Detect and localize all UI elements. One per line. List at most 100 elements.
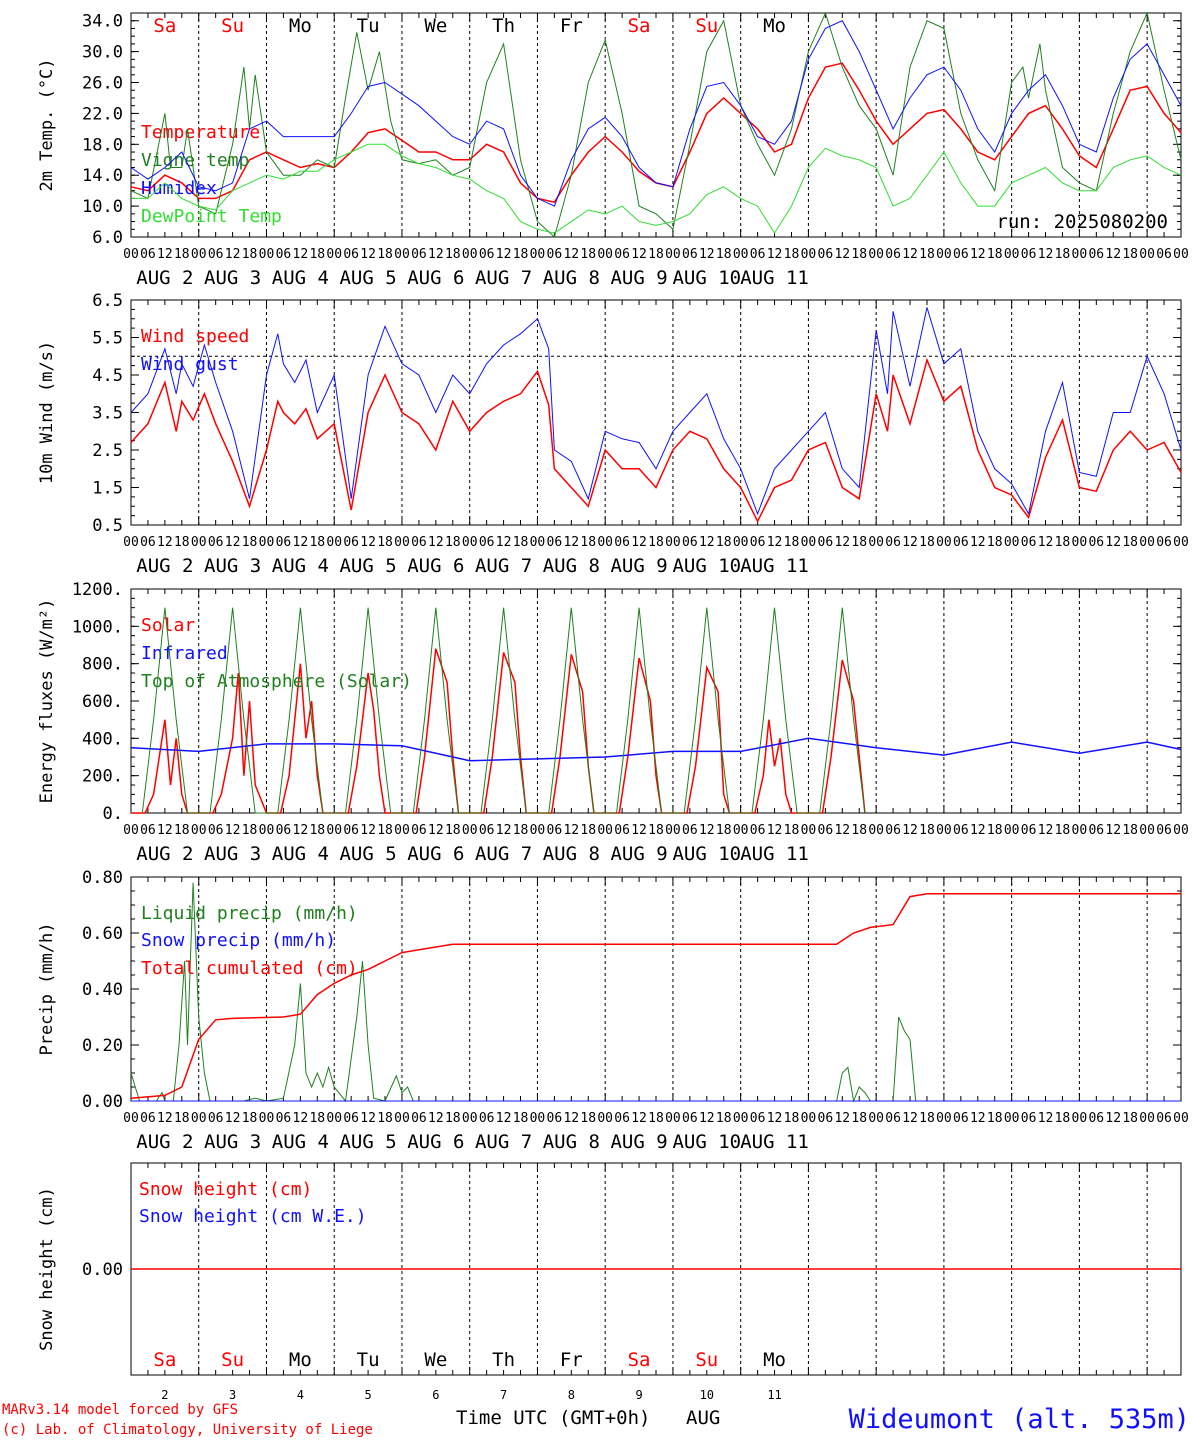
- y-tick-label: 400.: [82, 729, 123, 749]
- hour-label: 00: [1139, 247, 1155, 262]
- hour-label: 12: [1038, 1111, 1054, 1126]
- hour-label: 00: [665, 1111, 681, 1126]
- hour-label: 12: [1105, 247, 1121, 262]
- hour-label: 12: [1105, 823, 1121, 838]
- hour-label: 00: [597, 823, 613, 838]
- hour-label: 12: [970, 823, 986, 838]
- date-label: AUG 6: [407, 843, 464, 865]
- station-title: Wideumont (alt. 535m): [849, 1404, 1190, 1435]
- hour-label: 00: [259, 247, 275, 262]
- hour-label: 06: [411, 1111, 427, 1126]
- date-label: AUG 2: [136, 1131, 193, 1153]
- date-label: AUG 3: [204, 267, 261, 289]
- date-label: AUG 10: [672, 843, 741, 865]
- hour-label: 12: [834, 1111, 850, 1126]
- date-label: AUG 6: [407, 1131, 464, 1153]
- y-tick-label: 800.: [82, 655, 123, 675]
- y-tick-label: 2.5: [92, 441, 123, 461]
- hour-label: 18: [377, 823, 393, 838]
- hour-label: 06: [411, 823, 427, 838]
- date-label: AUG 4: [272, 267, 329, 289]
- hour-label: 00: [462, 823, 478, 838]
- hour-label: 06: [614, 247, 630, 262]
- hour-label: 00: [1004, 535, 1020, 550]
- date-label: AUG 9: [610, 1131, 667, 1153]
- y-tick-label: 3.5: [92, 404, 123, 424]
- hour-label: 06: [1021, 1111, 1037, 1126]
- hour-label: 12: [428, 247, 444, 262]
- hour-label: 06: [885, 1111, 901, 1126]
- hour-label: 00: [123, 823, 139, 838]
- hour-label: 12: [767, 535, 783, 550]
- day-number: 9: [635, 1388, 642, 1402]
- y-tick-label: 0.80: [82, 868, 123, 888]
- y-tick-label: 0.60: [82, 924, 123, 944]
- hour-label: 00: [1072, 823, 1088, 838]
- hour-label: 12: [1038, 823, 1054, 838]
- hour-label: 18: [784, 1111, 800, 1126]
- hour-label: 06: [682, 247, 698, 262]
- month-label: AUG: [686, 1407, 720, 1429]
- hour-label: 00: [1173, 1111, 1189, 1126]
- hour-label: 18: [716, 247, 732, 262]
- y-tick-label: 0.00: [82, 1260, 123, 1280]
- y-tick-label: 600.: [82, 692, 123, 712]
- hour-label: 18: [513, 247, 529, 262]
- y-tick-label: 200.: [82, 767, 123, 787]
- hour-label: 12: [225, 535, 241, 550]
- y-tick-label: 0.00: [82, 1092, 123, 1112]
- day-name-bottom: Mo: [763, 1349, 786, 1371]
- hour-label: 18: [784, 535, 800, 550]
- hour-label: 00: [1139, 1111, 1155, 1126]
- hour-label: 06: [750, 535, 766, 550]
- hour-label: 00: [462, 1111, 478, 1126]
- hour-label: 00: [1139, 823, 1155, 838]
- panel-4: 0.00 0.20 0.40 0.60 0.80 Precip (mm/h) Liquid …: [37, 868, 1189, 1153]
- day-name-bottom: Mo: [289, 1349, 312, 1371]
- hour-label: 00: [530, 247, 546, 262]
- day-number: 10: [700, 1388, 714, 1402]
- hour-label: 12: [834, 247, 850, 262]
- date-label: AUG 6: [407, 555, 464, 577]
- hour-label: 00: [1072, 1111, 1088, 1126]
- hour-label: 18: [580, 535, 596, 550]
- hour-label: 06: [953, 1111, 969, 1126]
- hour-label: 12: [699, 535, 715, 550]
- hour-label: 18: [648, 535, 664, 550]
- hour-label: 06: [479, 1111, 495, 1126]
- hour-label: 00: [191, 535, 207, 550]
- hour-label: 00: [733, 535, 749, 550]
- hour-label: 06: [953, 535, 969, 550]
- y-tick-label: 0.40: [82, 980, 123, 1000]
- day-name-bottom: Tu: [357, 1349, 380, 1371]
- hour-label: 00: [326, 535, 342, 550]
- hour-label: 18: [377, 247, 393, 262]
- hour-label: 18: [1055, 535, 1071, 550]
- hour-label: 00: [191, 1111, 207, 1126]
- hour-label: 12: [834, 823, 850, 838]
- hour-label: 12: [970, 247, 986, 262]
- hour-label: 18: [919, 1111, 935, 1126]
- day-number: 11: [767, 1388, 781, 1402]
- date-label: AUG 10: [672, 267, 741, 289]
- hour-label: 12: [902, 247, 918, 262]
- hour-label: 06: [614, 823, 630, 838]
- hour-label: 12: [699, 1111, 715, 1126]
- hour-label: 00: [868, 823, 884, 838]
- hour-label: 18: [919, 823, 935, 838]
- hour-label: 00: [801, 823, 817, 838]
- hour-label: 00: [868, 1111, 884, 1126]
- hour-label: 00: [936, 247, 952, 262]
- day-name-top: Sa: [628, 15, 651, 37]
- hour-label: 12: [293, 247, 309, 262]
- hour-label: 06: [276, 247, 292, 262]
- hour-label: 00: [868, 247, 884, 262]
- date-label: AUG 10: [672, 555, 741, 577]
- day-number: 3: [229, 1388, 236, 1402]
- hour-label: 00: [665, 535, 681, 550]
- hour-label: 00: [801, 1111, 817, 1126]
- hour-label: 18: [919, 247, 935, 262]
- hour-label: 18: [851, 1111, 867, 1126]
- date-label: AUG 8: [543, 267, 600, 289]
- hour-label: 06: [1021, 823, 1037, 838]
